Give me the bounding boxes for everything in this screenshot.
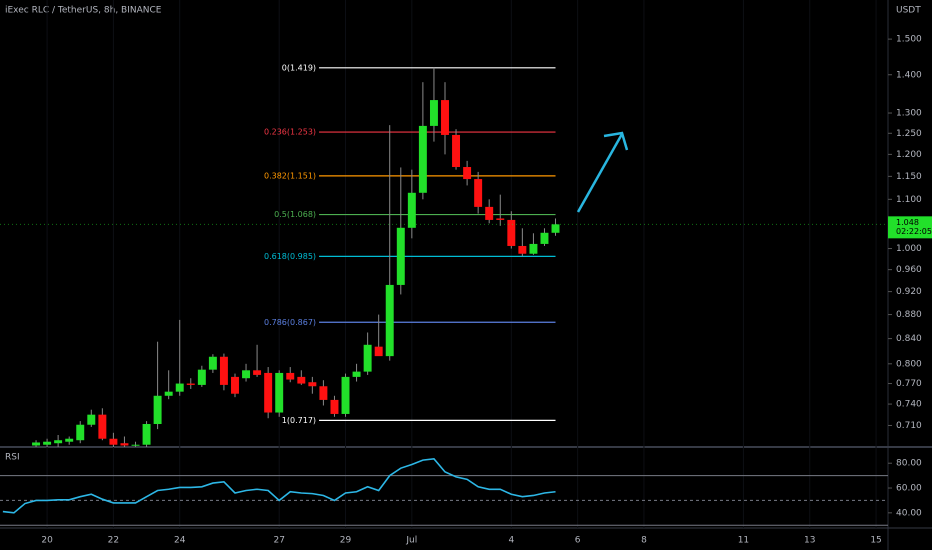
candle-body: [396, 227, 405, 285]
y-tick-label: 1.400: [896, 70, 922, 80]
y-tick-label: 0.770: [896, 379, 922, 389]
x-tick-label: 22: [108, 536, 119, 546]
candle-body: [485, 206, 494, 220]
y-tick-label: 0.740: [896, 400, 922, 410]
x-tick-label: 11: [738, 536, 749, 546]
candle-body: [43, 441, 52, 445]
candle-body: [496, 218, 505, 220]
candle-body: [253, 370, 262, 375]
candle-body: [264, 372, 273, 413]
candle-body: [197, 369, 206, 385]
candle-body: [374, 346, 383, 357]
y-tick-label: 1.200: [896, 150, 922, 160]
y-tick-label: 0.840: [896, 334, 922, 344]
trend-arrow: [576, 131, 629, 213]
candle-body: [186, 383, 195, 385]
candle-body: [507, 219, 516, 246]
candle-body: [341, 376, 350, 414]
arrow-head: [603, 131, 629, 151]
countdown-label: 02:22:05: [896, 227, 932, 236]
currency-label: USDT: [896, 6, 921, 16]
last-price-label: 1.048: [896, 218, 919, 227]
candle-body: [76, 424, 85, 441]
y-tick-label: 0.960: [896, 265, 922, 275]
x-tick-label: 15: [870, 536, 881, 546]
candle-body: [540, 232, 549, 244]
candle-body: [463, 167, 472, 180]
rsi-line: [2, 458, 556, 514]
arrow-shaft: [576, 133, 624, 213]
fib-label: 0.618(0.985): [264, 252, 316, 261]
y-tick-label: 0.710: [896, 421, 922, 431]
candle-body: [219, 356, 228, 385]
candle-body: [385, 284, 394, 357]
rsi-tick-label: 80.00: [896, 459, 922, 469]
fib-label: 0(1.419): [282, 63, 316, 72]
rsi-title: RSI: [5, 453, 20, 463]
y-tick-label: 1.150: [896, 172, 922, 182]
candle-body: [208, 356, 217, 370]
candle-body: [352, 371, 361, 377]
y-tick-label: 1.250: [896, 129, 922, 139]
x-tick-label: 6: [575, 536, 581, 546]
candle-body: [407, 192, 416, 228]
candle-body: [363, 344, 372, 372]
candle-body: [32, 442, 41, 446]
fib-label: 0.382(1.151): [264, 171, 316, 180]
candle-body: [109, 438, 118, 445]
candle-body: [319, 386, 328, 400]
fib-label: 1(0.717): [282, 416, 316, 425]
candle-body: [120, 443, 129, 446]
candle-body: [164, 391, 173, 396]
candle-body: [286, 372, 295, 380]
candle-body: [231, 376, 239, 394]
candle-body: [330, 399, 339, 414]
y-tick-label: 1.100: [896, 195, 922, 205]
x-tick-label: 27: [273, 536, 284, 546]
fib-label: 0.5(1.068): [274, 210, 316, 219]
x-tick-label: 13: [804, 536, 815, 546]
candle-body: [551, 224, 560, 233]
candle-body: [142, 424, 151, 445]
candle-body: [418, 125, 427, 193]
candle-body: [308, 382, 317, 387]
candle-body: [131, 444, 140, 446]
x-tick-label: 4: [508, 536, 514, 546]
candle-body: [175, 383, 184, 392]
x-tick-label: 29: [340, 536, 352, 546]
last-price-tag: [888, 216, 932, 239]
candle-body: [87, 414, 96, 425]
y-tick-label: 0.920: [896, 287, 922, 297]
candle-body: [98, 414, 107, 439]
candle-body: [529, 243, 538, 254]
fib-label: 0.786(0.867): [264, 318, 316, 327]
candle-body: [275, 372, 284, 413]
x-tick-label: 20: [41, 536, 53, 546]
x-tick-label: Jul: [405, 536, 417, 546]
rsi-tick-label: 60.00: [896, 484, 922, 494]
y-tick-label: 1.000: [896, 244, 922, 254]
candle-body: [65, 438, 74, 442]
candle-body: [441, 100, 449, 135]
y-tick-label: 0.800: [896, 359, 922, 369]
candle-body: [242, 370, 251, 379]
fib-label: 0.236(1.253): [264, 128, 316, 137]
chart-title: iExec RLC / TetherUS, 8h, BINANCE: [5, 6, 162, 16]
candle-body: [474, 179, 483, 207]
y-tick-label: 0.880: [896, 310, 922, 320]
candle-body: [452, 134, 461, 168]
y-tick-label: 1.500: [896, 35, 922, 45]
candle-body: [429, 100, 438, 126]
y-tick-label: 1.300: [896, 109, 922, 119]
candle-body: [153, 395, 162, 425]
candle-body: [297, 376, 306, 384]
x-tick-label: 24: [174, 536, 186, 546]
x-tick-label: 8: [641, 536, 647, 546]
candle-body: [54, 440, 63, 444]
rsi-tick-label: 40.00: [896, 508, 922, 518]
candle-body: [518, 245, 527, 254]
